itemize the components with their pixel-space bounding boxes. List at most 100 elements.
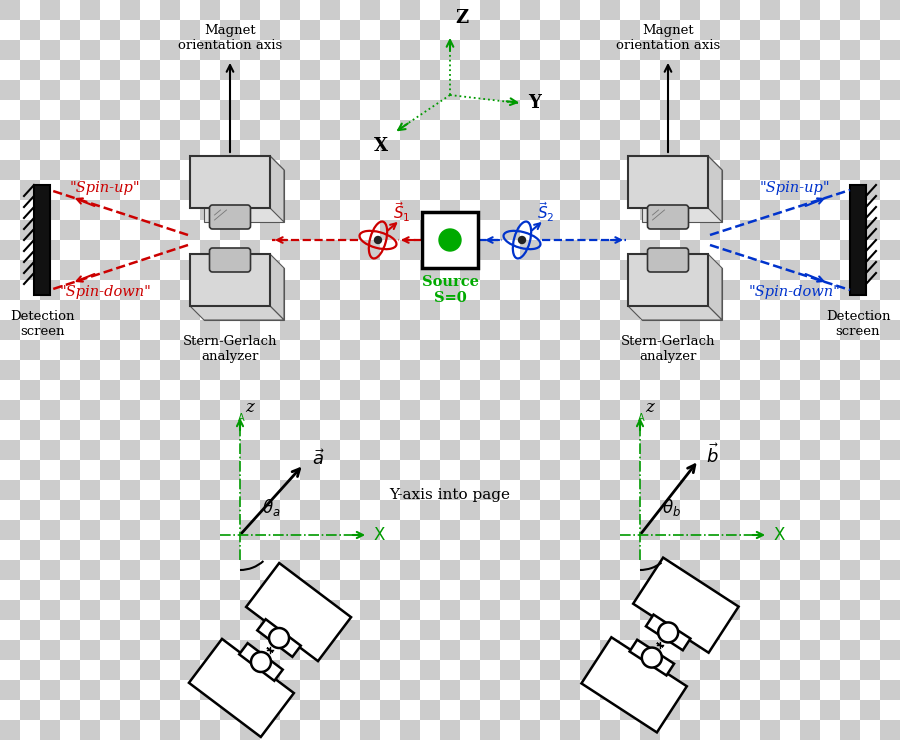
Bar	[420, 300, 440, 320]
Bar	[860, 620, 880, 640]
Bar	[500, 220, 520, 240]
Bar	[860, 300, 880, 320]
Bar	[440, 480, 460, 500]
Bar	[220, 620, 240, 640]
Bar	[440, 140, 460, 160]
Bar	[680, 400, 700, 420]
Bar	[40, 720, 60, 740]
Bar	[260, 680, 280, 700]
Bar	[640, 500, 660, 520]
Bar	[420, 460, 440, 480]
Bar	[700, 620, 720, 640]
Bar	[640, 160, 660, 180]
Bar	[100, 20, 120, 40]
Bar	[800, 720, 820, 740]
Bar	[400, 300, 420, 320]
Bar	[400, 80, 420, 100]
Bar	[160, 140, 180, 160]
Bar	[120, 160, 140, 180]
Bar	[160, 600, 180, 620]
Bar	[600, 340, 620, 360]
Bar	[200, 620, 220, 640]
Bar	[700, 400, 720, 420]
Bar	[380, 40, 400, 60]
Bar	[700, 520, 720, 540]
Bar	[600, 380, 620, 400]
Bar	[280, 560, 300, 580]
Bar	[160, 700, 180, 720]
Bar	[340, 60, 360, 80]
Bar	[620, 460, 640, 480]
Bar	[660, 120, 680, 140]
Bar	[600, 100, 620, 120]
Bar	[100, 340, 120, 360]
Bar	[280, 120, 300, 140]
Bar	[320, 260, 340, 280]
Bar	[80, 420, 100, 440]
Bar	[320, 560, 340, 580]
Bar	[320, 360, 340, 380]
Bar	[520, 700, 540, 720]
Bar	[580, 380, 600, 400]
Bar	[480, 720, 500, 740]
Bar	[320, 420, 340, 440]
Bar	[0, 60, 20, 80]
Bar	[560, 320, 580, 340]
Text: $\vec{S}_1$: $\vec{S}_1$	[393, 201, 410, 223]
Bar	[640, 660, 660, 680]
Bar	[300, 180, 320, 200]
Bar	[380, 600, 400, 620]
Bar	[520, 340, 540, 360]
Bar	[780, 520, 800, 540]
Text: "Spin-up": "Spin-up"	[760, 181, 831, 195]
Bar	[200, 460, 220, 480]
Bar	[100, 520, 120, 540]
Bar	[740, 400, 760, 420]
Bar	[840, 300, 860, 320]
Bar	[360, 600, 380, 620]
Bar	[840, 220, 860, 240]
Bar	[560, 100, 580, 120]
Bar	[560, 20, 580, 40]
Bar	[160, 540, 180, 560]
Text: "Spin-down": "Spin-down"	[749, 285, 841, 299]
Bar	[840, 520, 860, 540]
Bar	[840, 720, 860, 740]
Bar	[540, 180, 560, 200]
Bar	[100, 580, 120, 600]
Bar	[700, 640, 720, 660]
Bar	[120, 500, 140, 520]
Bar	[580, 20, 600, 40]
Bar	[500, 280, 520, 300]
Bar	[800, 360, 820, 380]
Bar	[60, 520, 80, 540]
Bar	[760, 0, 780, 20]
Bar	[580, 400, 600, 420]
Bar	[600, 320, 620, 340]
Bar	[880, 260, 900, 280]
Bar	[380, 480, 400, 500]
Bar	[720, 20, 740, 40]
Bar	[660, 80, 680, 100]
Bar	[540, 100, 560, 120]
Bar	[440, 500, 460, 520]
Bar	[20, 600, 40, 620]
Bar	[140, 700, 160, 720]
Bar	[660, 720, 680, 740]
Bar	[620, 40, 640, 60]
Bar	[660, 60, 680, 80]
Bar	[160, 120, 180, 140]
Bar	[0, 380, 20, 400]
Bar	[120, 120, 140, 140]
Text: "Spin-down": "Spin-down"	[59, 285, 151, 299]
Bar	[320, 600, 340, 620]
Polygon shape	[708, 156, 722, 222]
Bar	[220, 440, 240, 460]
Bar	[800, 300, 820, 320]
Bar	[800, 400, 820, 420]
Bar	[0, 140, 20, 160]
Bar	[780, 420, 800, 440]
Bar	[200, 100, 220, 120]
Bar	[460, 480, 480, 500]
Bar	[480, 160, 500, 180]
